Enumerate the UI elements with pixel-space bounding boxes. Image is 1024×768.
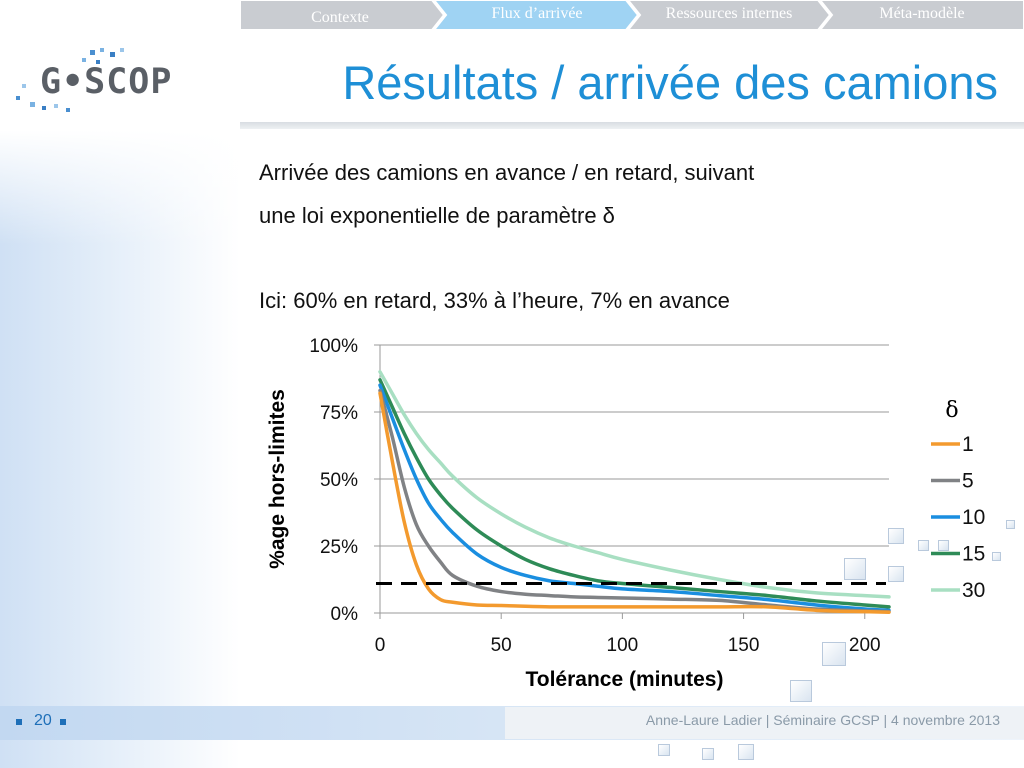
x-axis-label: Tolérance (minutes) [526, 668, 724, 691]
y-tick-label: 75% [320, 403, 358, 424]
tab-meta-modele[interactable]: Méta-modèle [818, 0, 1024, 30]
tab-meta-modele-label: Méta-modèle [879, 5, 964, 22]
title-divider [240, 122, 1024, 129]
tab-flux-arrivee-label: Flux d’arrivée [491, 5, 582, 22]
series-line-delta-1 [378, 391, 891, 614]
decorative-square [1006, 520, 1015, 529]
x-tick-label: 50 [491, 635, 512, 656]
left-gradient-fade [0, 130, 240, 768]
body-text-line-2: une loi exponentielle de paramètre δ [259, 203, 615, 228]
x-tick-label: 0 [375, 635, 386, 656]
footer-text: Anne-Laure Ladier | Séminaire GCSP | 4 n… [645, 712, 1000, 728]
y-tick-label: 100% [309, 336, 358, 357]
legend-label: 1 [962, 433, 974, 456]
nav-bar: Contexte Flux d’arrivée Ressources inter… [240, 0, 1024, 30]
x-tick-label: 150 [728, 635, 760, 656]
page-bullet-left-icon [16, 719, 22, 725]
series-line-delta-5 [378, 388, 891, 614]
x-tick-label: 200 [849, 635, 881, 656]
page-bullet-right-icon [60, 719, 66, 725]
tab-contexte[interactable]: Contexte [240, 0, 446, 30]
body-text-line-3: Ici: 60% en retard, 33% à l’heure, 7% en… [259, 288, 730, 313]
y-tick-label: 50% [320, 470, 358, 491]
logo-dots-icon [16, 48, 124, 112]
x-tick-label: 100 [607, 635, 639, 656]
series-line-delta-10 [378, 383, 891, 613]
series-line-delta-30 [378, 370, 891, 599]
y-axis-label: %age hors-limites [266, 389, 289, 569]
decorative-square [844, 558, 866, 580]
decorative-square [888, 528, 904, 544]
tab-ressources-internes[interactable]: Ressources internes [626, 0, 832, 30]
series-line-delta-15 [378, 378, 891, 609]
tab-flux-arrivee[interactable]: Flux d’arrivée [432, 0, 640, 30]
body-text-line-1: Arrivée des camions en avance / en retar… [259, 160, 755, 185]
legend-title: δ [945, 398, 958, 423]
legend-label: 5 [962, 470, 974, 493]
logo: G•SCOP [40, 62, 173, 102]
legend-label: 30 [962, 579, 985, 602]
decorative-square [888, 566, 904, 582]
y-tick-label: 25% [320, 537, 358, 558]
decorative-square [658, 744, 670, 756]
page-number: 20 [34, 712, 52, 729]
tab-contexte-label: Contexte [311, 9, 369, 26]
footer-box [505, 707, 1024, 739]
decorative-square [738, 744, 754, 760]
decorative-square [790, 680, 812, 702]
page-title: Résultats / arrivée des camions [342, 56, 998, 109]
decorative-square [822, 642, 846, 666]
tab-ressources-internes-label: Ressources internes [666, 5, 793, 22]
legend-label: 10 [962, 506, 985, 529]
decorative-square [702, 748, 714, 760]
legend-label: 15 [962, 543, 985, 566]
decorative-square [918, 540, 929, 551]
decorative-square [938, 540, 949, 551]
y-tick-label: 0% [331, 604, 359, 625]
decorative-square [992, 552, 1001, 561]
